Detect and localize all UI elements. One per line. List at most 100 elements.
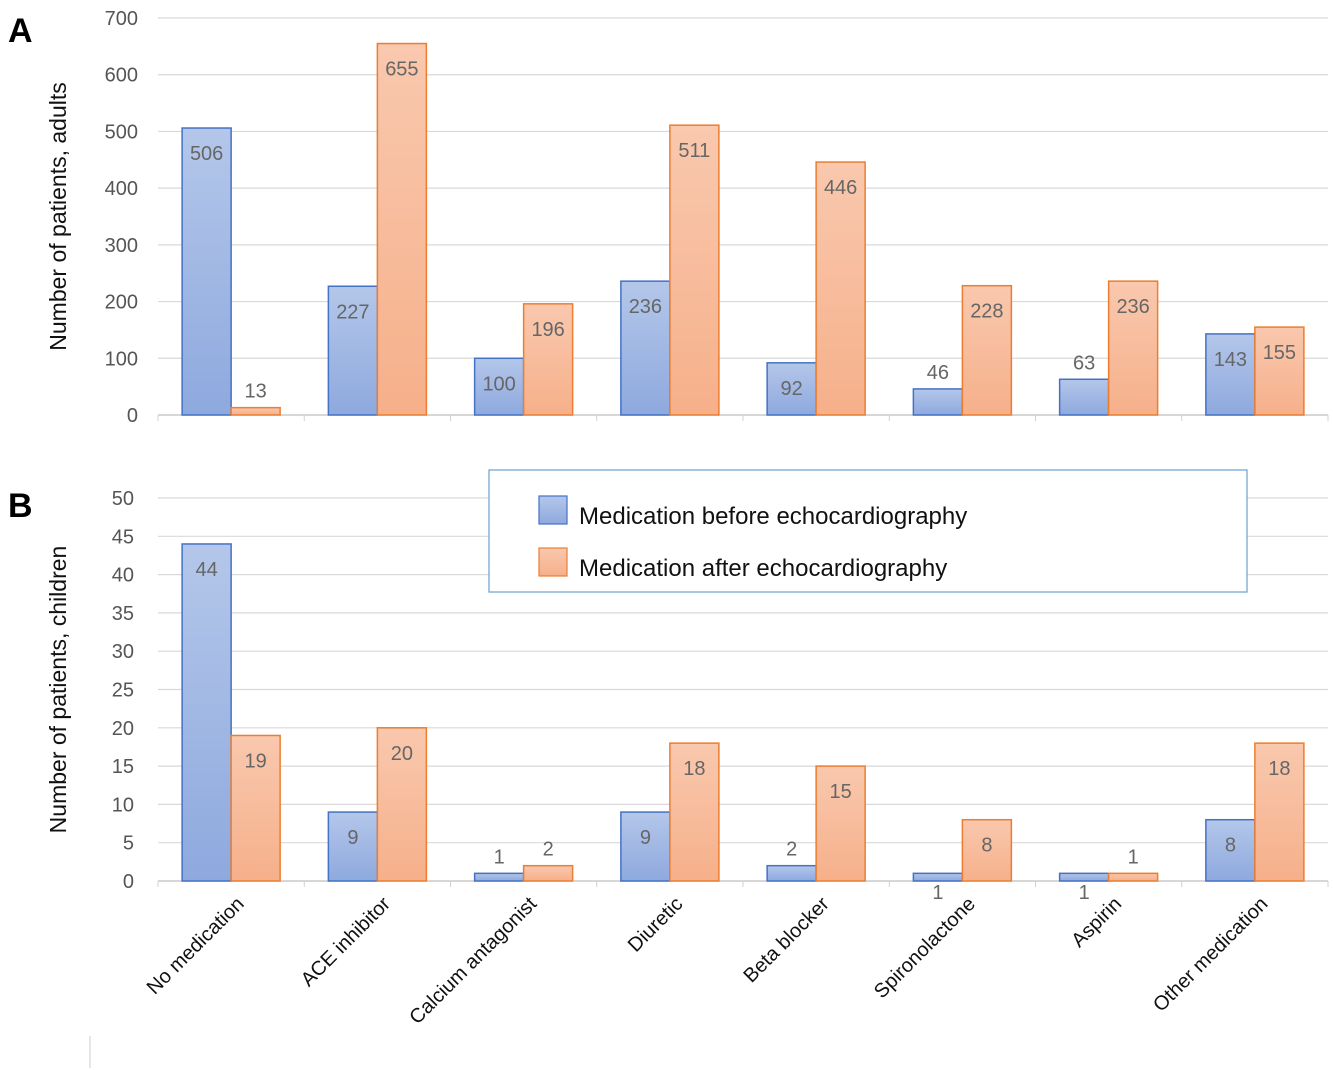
bar-after-aspirin	[1107, 872, 1159, 882]
y-tick-label: 20	[112, 718, 134, 740]
data-label: 196	[531, 319, 564, 341]
y-tick-label: 35	[112, 603, 134, 625]
legend: Medication before echocardiography Medic…	[488, 469, 1248, 593]
category-label-no-medication: No medication	[143, 893, 249, 999]
category-label-other-medication: Other medication	[1149, 893, 1272, 1016]
data-label: 236	[1116, 296, 1149, 318]
legend-label-before: Medication before echocardiography	[579, 503, 967, 530]
data-label: 92	[781, 378, 803, 400]
bar-before-other-medication	[1205, 333, 1256, 416]
bar-after-ace-inhibitor	[376, 42, 428, 416]
category-label-ace-inhibitor: ACE inhibitor	[297, 893, 395, 991]
y-tick-label: 40	[112, 565, 134, 587]
y-tick-label: 600	[105, 65, 138, 87]
category-label-diuretic: Diuretic	[624, 893, 687, 956]
bar-before-aspirin	[1058, 872, 1110, 882]
y-tick-label: 15	[112, 756, 134, 778]
category-label-calcium-antagonist: Calcium antagonist	[405, 893, 541, 1029]
data-label: 8	[981, 835, 992, 857]
data-label: 8	[1225, 835, 1236, 857]
panel-letter-a: A	[8, 12, 33, 50]
bar-before-other-medication	[1205, 818, 1256, 882]
y-tick-label: 25	[112, 680, 134, 702]
data-label: 100	[482, 373, 515, 395]
bar-before-no-medication	[181, 543, 232, 882]
data-label: 1	[1079, 882, 1090, 904]
bar-after-ace-inhibitor	[376, 727, 428, 882]
y-tick-label: 45	[112, 526, 134, 548]
data-label: 20	[391, 743, 413, 765]
y-tick-label: 500	[105, 121, 138, 143]
data-label: 1	[1128, 846, 1139, 868]
bar-after-no-medication	[230, 406, 281, 416]
data-label: 2	[786, 839, 797, 861]
data-label: 9	[347, 827, 358, 849]
panel-letter-b: B	[8, 487, 33, 525]
data-label: 155	[1263, 342, 1296, 364]
bar-after-diuretic	[669, 124, 720, 416]
bar-before-ace-inhibitor	[327, 285, 379, 416]
data-label: 18	[1268, 758, 1290, 780]
data-label: 44	[196, 559, 218, 581]
category-label-beta-blocker: Beta blocker	[739, 893, 833, 987]
bar-before-spironolactone	[912, 872, 964, 882]
bar-after-aspirin	[1107, 280, 1159, 416]
data-label: 63	[1073, 352, 1095, 374]
panel-a-chart: A 0 100 200 300 400 500 600 700 Number of patient…	[8, 8, 1329, 427]
y-tick-label: 50	[112, 488, 134, 510]
data-label: 655	[385, 59, 418, 81]
bar-after-other-medication	[1254, 742, 1305, 882]
y-tick-label: 100	[105, 348, 138, 370]
data-label: 46	[927, 362, 949, 384]
data-label: 143	[1214, 349, 1247, 371]
legend-label-after: Medication after echocardiography	[579, 555, 947, 582]
bar-after-beta-blocker	[815, 161, 866, 416]
bar-before-beta-blocker	[766, 864, 817, 882]
y-axis-title: Number of patients, children	[45, 546, 71, 834]
bar-after-calcium-antagonist	[522, 303, 574, 416]
y-axis-title: Number of patients, adults	[45, 82, 71, 350]
data-label: 236	[629, 296, 662, 318]
y-tick-label: 200	[105, 292, 138, 314]
data-label: 2	[543, 839, 554, 861]
data-label: 1	[932, 882, 943, 904]
y-tick-label: 0	[123, 871, 134, 893]
legend-swatch-after	[538, 547, 568, 577]
y-tick-label: 0	[127, 405, 138, 427]
bar-after-other-medication	[1254, 326, 1305, 416]
data-label: 9	[640, 827, 651, 849]
y-tick-label: 5	[123, 833, 134, 855]
data-label: 15	[830, 781, 852, 803]
y-tick-label: 400	[105, 178, 138, 200]
data-label: 446	[824, 177, 857, 199]
y-tick-label: 700	[105, 8, 138, 30]
category-label-aspirin: Aspirin	[1067, 893, 1126, 952]
category-labels: No medication ACE inhibitor Calcium antago…	[143, 893, 1273, 1029]
legend-box	[488, 469, 1248, 593]
bar-after-diuretic	[669, 742, 720, 882]
data-label: 228	[970, 301, 1003, 323]
data-label: 19	[245, 750, 267, 772]
data-label: 511	[678, 140, 710, 162]
data-label: 506	[190, 143, 223, 165]
bar-before-spironolactone	[912, 388, 964, 416]
bar-before-calcium-antagonist	[473, 872, 525, 882]
panel-b-chart: B 0 5 10 15 20 25 30 35 40 45 50 Number of patients,…	[8, 487, 1329, 904]
bar-before-aspirin	[1058, 378, 1110, 416]
y-tick-label: 30	[112, 641, 134, 663]
bar-after-beta-blocker	[815, 765, 866, 882]
category-label-spironolactone: Spironolactone	[870, 893, 980, 1003]
data-label: 13	[245, 381, 267, 403]
data-label: 227	[336, 301, 369, 323]
bar-before-no-medication	[181, 127, 232, 416]
bar-after-calcium-antagonist	[522, 864, 574, 882]
y-tick-label: 10	[112, 794, 134, 816]
bar-after-spironolactone	[961, 818, 1013, 882]
bar-after-no-medication	[230, 734, 281, 882]
legend-swatch-before	[538, 495, 568, 525]
bar-after-spironolactone	[961, 284, 1013, 416]
data-label: 1	[494, 846, 505, 868]
data-label: 18	[683, 758, 705, 780]
bar-before-diuretic	[620, 811, 671, 882]
